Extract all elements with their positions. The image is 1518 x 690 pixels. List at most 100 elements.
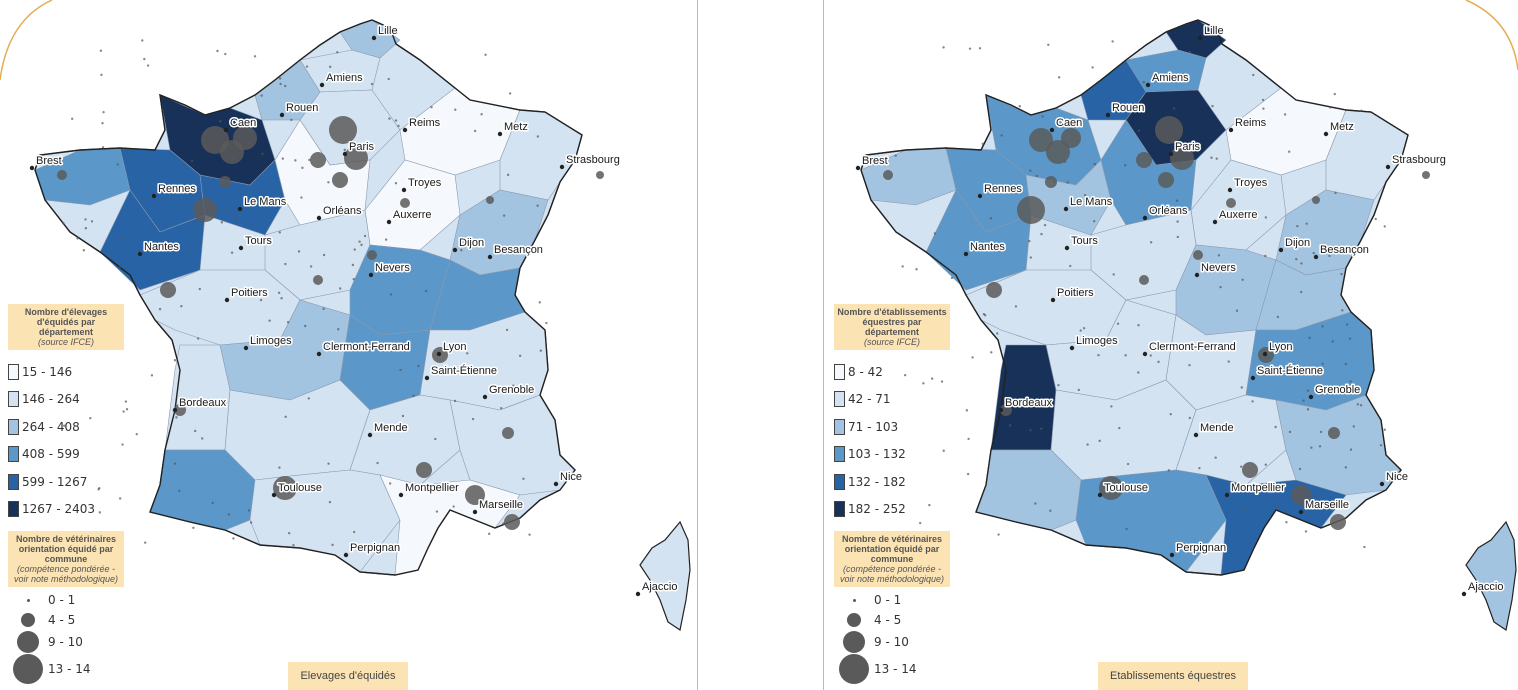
city-marker [1308,394,1314,400]
vet-dot [915,268,918,271]
vet-dot [216,49,219,53]
city-marker [1461,591,1467,597]
vet-dot [538,301,541,304]
vet-dot [1252,73,1255,77]
vet-dot [1308,336,1311,340]
vet-legend-row: 13 - 14 [8,653,128,685]
vet-dot [1176,220,1179,223]
vet-circle [57,170,67,180]
vet-legend-label: 0 - 1 [48,593,76,607]
city-marker [368,272,374,278]
vet-dot [76,237,79,240]
city-label: Auxerre [393,209,432,221]
city-labels: Lille Amiens Rouen Caen Brest Paris Reims Metz S… [855,24,1505,597]
legend-class-row: 71 - 103 [834,413,954,441]
city-marker [401,187,407,193]
vet-dot [997,533,1000,536]
vet-dot [1188,50,1191,54]
city-marker [1193,432,1199,438]
vet-dot [305,65,309,68]
city-marker [137,251,143,257]
vet-dot [101,146,105,149]
vet-dot [337,328,340,331]
vet-dot [227,513,231,516]
vet-dot [942,46,945,49]
corsica-area [1465,520,1517,631]
vet-dot [1356,403,1360,406]
city-label: Orléans [1149,205,1188,217]
vet-legend-label: 13 - 14 [874,662,917,676]
legend-class-row: 182 - 252 [834,496,954,524]
vet-dot [1018,105,1021,108]
city-label: Amiens [1152,72,1189,84]
vet-circle [1139,275,1149,285]
city-marker [172,407,178,413]
city-label: Saint-Étienne [431,364,497,377]
city-marker [424,375,430,381]
city-label: Nice [1386,471,1408,483]
vet-dot [901,265,904,268]
vet-dot [1092,102,1095,105]
legend: Nombre d'établissements équestres par dé… [834,304,954,685]
vet-dot [1319,430,1323,434]
vet-dot [508,92,512,95]
vet-dot [322,253,326,257]
vet-circle [1029,128,1053,152]
vet-dot [327,462,330,465]
vet-dot [453,399,457,403]
vet-dot [290,118,293,122]
vet-dot [1321,325,1324,328]
vet-dot [1093,162,1096,166]
legend: Nombre d'élevages d'équidés par départem… [8,304,128,685]
city-marker [1194,272,1200,278]
vet-dot [1172,107,1176,110]
city-label: Dijon [1285,237,1310,249]
city-label: Clermont-Ferrand [1149,341,1236,353]
city-label: Toulouse [1104,482,1148,494]
vet-dot [304,324,307,328]
vet-dot [1169,412,1172,416]
vet-dot [1310,446,1313,449]
vet-dot [918,521,922,525]
vet-dot [102,110,105,114]
vet-dot [505,328,509,332]
vet-dot [401,414,405,418]
veterinarian-circles [883,40,1430,549]
vet-dot [434,437,437,441]
legend-class-row: 264 - 408 [8,413,128,441]
legend-class-label: 8 - 42 [848,364,883,379]
vet-dot [363,234,367,238]
vet-dot [220,221,224,224]
city-marker [271,492,277,498]
vet-dot [438,371,441,375]
vet-dot [1363,545,1366,549]
city-label: Caen [230,117,256,129]
vet-dot [384,238,388,241]
vet-dot [166,239,169,242]
vet-dot [173,189,177,193]
city-label: Poitiers [1057,287,1094,299]
vet-dot [1340,272,1343,276]
vet-circle [1193,250,1203,260]
vet-dot [1124,354,1127,357]
city-label: Marseille [479,499,523,511]
vet-dot [90,220,94,223]
vet-dot [930,377,934,380]
vet-dot [1299,290,1303,294]
vet-dot [175,416,178,419]
city-marker [1105,112,1111,118]
vet-dot [903,373,907,377]
city-marker [367,432,373,438]
vet-dot [1300,262,1303,265]
department-area [264,209,371,301]
vet-dot [146,64,150,67]
vet-dot [198,287,201,291]
vet-dot [425,289,428,293]
vet-circle [1136,152,1152,168]
vet-dot [278,231,281,234]
vet-dot [353,248,356,251]
city-marker [452,247,458,253]
legend-class-label: 71 - 103 [848,419,899,434]
vet-circle [344,146,368,170]
vet-dot [101,121,104,125]
